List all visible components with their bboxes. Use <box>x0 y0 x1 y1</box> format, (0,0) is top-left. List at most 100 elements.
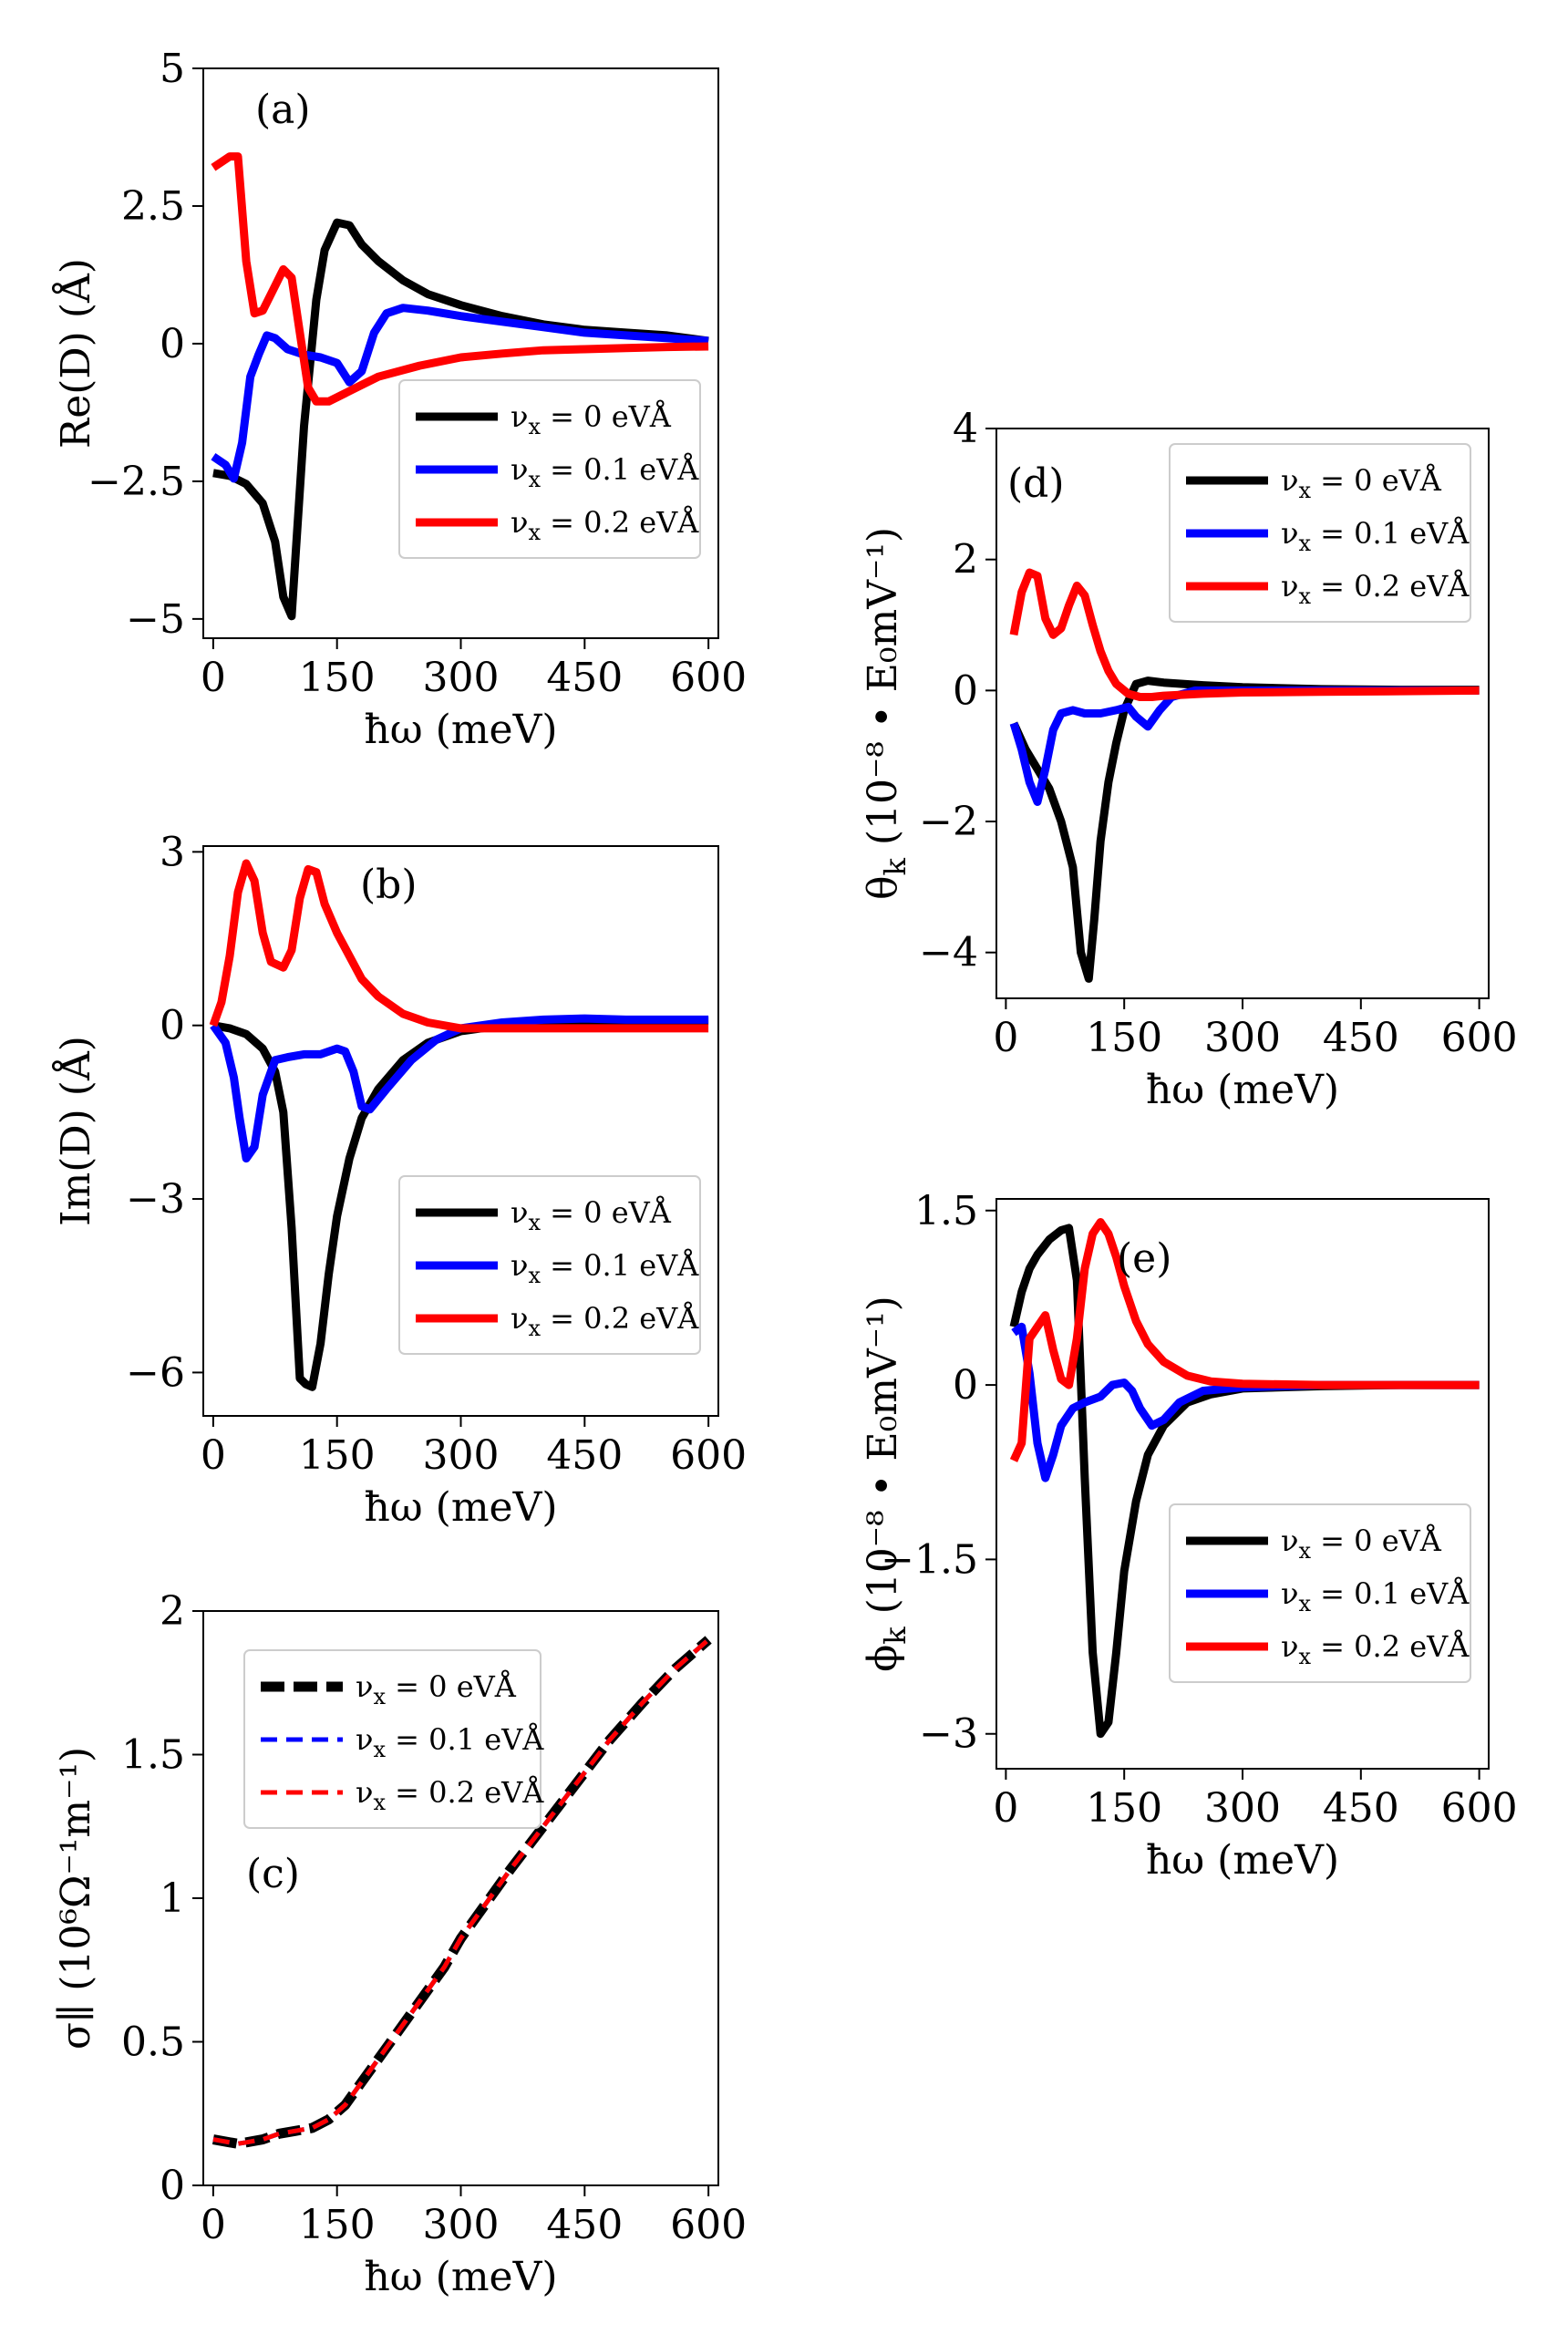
xlabel-d: ħω (meV) <box>1146 1067 1339 1113</box>
ylabel-d: θk (10⁻⁸ • E₀mV⁻¹) <box>860 527 913 900</box>
panel-label-c: (c) <box>246 1851 300 1897</box>
xtick-label-b-3: 450 <box>546 1432 623 1479</box>
ytick-label-b-1: −3 <box>126 1176 185 1223</box>
legend-label-c-1: νx = 0.1 eVÅ <box>356 1722 544 1762</box>
ytick-label-a-0: −5 <box>126 596 185 643</box>
legend-label-d-1: νx = 0.1 eVÅ <box>1281 516 1470 556</box>
series-group-d <box>1009 568 1480 983</box>
panel-label-b: (b) <box>360 862 418 908</box>
xtick-label-a-1: 150 <box>299 655 376 701</box>
legend-label-a-0: νx = 0 eVÅ <box>511 399 672 439</box>
legend-label-c-2: νx = 0.2 eVÅ <box>356 1775 544 1815</box>
xlabel-a: ħω (meV) <box>364 707 557 753</box>
legend-box-a <box>398 379 701 559</box>
xtick-label-a-4: 600 <box>670 655 747 701</box>
xtick-label-b-1: 150 <box>299 1432 376 1479</box>
legend-box-e <box>1169 1503 1471 1683</box>
ylabel-a: Re(D) (Å) <box>51 258 99 449</box>
legend-box-c <box>243 1649 542 1829</box>
panel-a: 0 150 300 450 600 −5 −2.5 0 2.5 5 ħω (meV) Re(D) (Å… <box>51 46 747 753</box>
ytick-label-d-4: 4 <box>953 406 978 452</box>
legend-label-b-0: νx = 0 eVÅ <box>511 1195 672 1235</box>
xlabel-b: ħω (meV) <box>364 1484 557 1531</box>
xtick-label-d-3: 450 <box>1323 1015 1399 1061</box>
ytick-label-c-0: 0 <box>160 2163 185 2209</box>
xtick-label-d-4: 600 <box>1441 1015 1518 1061</box>
series-line-d-0 <box>1009 676 1480 983</box>
series-group-a <box>211 152 709 621</box>
xtick-label-a-2: 300 <box>423 655 500 701</box>
ylabel-e: ϕk (10⁻⁸ • E₀mV⁻¹) <box>860 1296 913 1672</box>
xtick-label-c-2: 300 <box>423 2202 500 2248</box>
xtick-label-d-1: 150 <box>1086 1015 1162 1061</box>
ytick-label-a-1: −2.5 <box>88 459 185 505</box>
ytick-label-e-1: −1.5 <box>881 1536 978 1583</box>
legend-label-a-2: νx = 0.2 eVÅ <box>511 505 699 545</box>
legend-b: νx = 0 eVÅ νx = 0.1 eVÅ νx = 0.2 eVÅ <box>398 1175 701 1355</box>
ytick-label-d-0: −4 <box>919 930 978 976</box>
xtick-label-d-2: 300 <box>1204 1015 1281 1061</box>
legend-d: νx = 0 eVÅ νx = 0.1 eVÅ νx = 0.2 eVÅ <box>1169 443 1471 623</box>
xlabel-e: ħω (meV) <box>1146 1837 1339 1884</box>
legend-label-d-2: νx = 0.2 eVÅ <box>1281 569 1470 609</box>
ytick-label-a-2: 0 <box>160 321 185 367</box>
series-line-b-2 <box>209 859 709 1033</box>
xtick-label-e-4: 600 <box>1441 1785 1518 1832</box>
ytick-label-d-3: 2 <box>953 537 978 584</box>
ytick-label-a-4: 5 <box>160 46 185 92</box>
ytick-label-b-0: −6 <box>126 1349 185 1396</box>
xtick-label-a-3: 450 <box>546 655 623 701</box>
legend-label-b-2: νx = 0.2 eVÅ <box>511 1301 699 1341</box>
series-line-d-2 <box>1009 568 1480 701</box>
xtick-label-e-0: 0 <box>993 1785 1018 1832</box>
panel-label-e: (e) <box>1117 1235 1171 1282</box>
ylabel-c: σ∥ (10⁶Ω⁻¹m⁻¹) <box>53 1747 99 2050</box>
xlabel-c: ħω (meV) <box>364 2254 557 2300</box>
series-line-e-2 <box>1009 1218 1480 1462</box>
series-line-e-1 <box>1011 1322 1480 1482</box>
legend-label-c-0: νx = 0 eVÅ <box>356 1669 517 1709</box>
panel-d: 0 150 300 450 600 −4 −2 0 2 4 ħω (meV) θk (10⁻⁸ • E… <box>860 406 1518 1113</box>
series-group-b <box>209 859 709 1391</box>
panel-label-a: (a) <box>255 87 311 133</box>
ytick-label-e-0: −3 <box>919 1711 978 1758</box>
panel-c: 0 150 300 450 600 0 0.5 1 1.5 2 ħω (meV) σ∥ (10⁶Ω⁻¹… <box>53 1588 747 2300</box>
ytick-label-d-2: 0 <box>953 667 978 714</box>
xtick-label-a-0: 0 <box>201 655 226 701</box>
ytick-label-c-4: 2 <box>160 1588 185 1635</box>
xtick-label-b-2: 300 <box>423 1432 500 1479</box>
legend-c: νx = 0 eVÅ νx = 0.1 eVÅ νx = 0.2 eVÅ <box>243 1649 544 1829</box>
legend-label-a-1: νx = 0.1 eVÅ <box>511 452 699 492</box>
xtick-label-e-3: 450 <box>1323 1785 1399 1832</box>
legend-box-d <box>1169 443 1471 623</box>
legend-label-b-1: νx = 0.1 eVÅ <box>511 1248 699 1288</box>
legend-e: νx = 0 eVÅ νx = 0.1 eVÅ νx = 0.2 eVÅ <box>1169 1503 1471 1683</box>
xtick-label-b-4: 600 <box>670 1432 747 1479</box>
xtick-label-c-4: 600 <box>670 2202 747 2248</box>
legend-label-e-0: νx = 0 eVÅ <box>1281 1523 1442 1564</box>
legend-a: νx = 0 eVÅ νx = 0.1 eVÅ νx = 0.2 eVÅ <box>398 379 701 559</box>
ylabel-b: Im(D) (Å) <box>51 1036 99 1226</box>
ytick-label-a-3: 2.5 <box>121 183 185 230</box>
series-line-a-1 <box>211 304 709 483</box>
xtick-label-b-0: 0 <box>201 1432 226 1479</box>
plot-frame-e <box>995 1198 1490 1770</box>
series-group-c <box>211 1636 712 2149</box>
ytick-label-c-2: 1 <box>160 1875 185 1922</box>
series-line-c-2 <box>212 1637 710 2146</box>
series-line-a-2 <box>211 152 709 406</box>
xtick-label-c-3: 450 <box>546 2202 623 2248</box>
ytick-label-c-3: 1.5 <box>121 1732 185 1779</box>
legend-label-e-2: νx = 0.2 eVÅ <box>1281 1629 1470 1669</box>
panel-label-d: (d) <box>1007 460 1065 507</box>
ytick-label-e-2: 0 <box>953 1362 978 1409</box>
series-line-d-1 <box>1009 686 1480 806</box>
ytick-label-e-3: 1.5 <box>914 1188 978 1234</box>
ytick-label-b-2: 0 <box>160 1003 185 1049</box>
panel-e: 0 150 300 450 600 −3 −1.5 0 1.5 ħω (meV) ϕk (10⁻⁸ … <box>860 1188 1518 1884</box>
ytick-label-c-1: 0.5 <box>121 2019 185 2066</box>
xtick-label-d-0: 0 <box>993 1015 1018 1061</box>
series-group-e <box>1009 1218 1480 1739</box>
